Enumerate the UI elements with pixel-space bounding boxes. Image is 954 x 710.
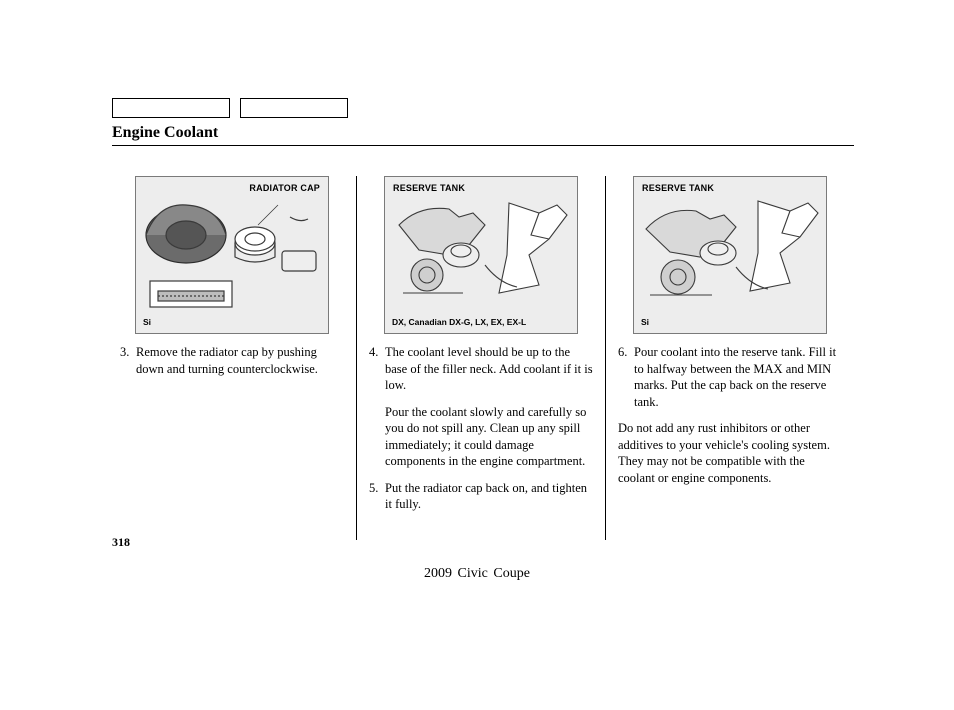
step-6: 6. Pour coolant into the reserve tank. F…	[618, 344, 842, 410]
column-3: RESERVE TANK Si	[605, 176, 854, 540]
step-4-paragraph: Pour the coolant slowly and carefully so…	[369, 404, 593, 470]
warning-paragraph: Do not add any rust inhibitors or other …	[618, 420, 842, 486]
figure-radiator-cap: RADIATOR CAP	[135, 176, 329, 334]
page-number: 318	[112, 535, 130, 550]
figure-variant: Si	[143, 317, 151, 328]
engine-illustration-icon	[140, 195, 326, 315]
step-text: Pour coolant into the reserve tank. Fill…	[634, 344, 842, 410]
header-placeholder-boxes	[112, 98, 348, 118]
figure-variant: DX, Canadian DX-G, LX, EX, EX-L	[392, 317, 526, 328]
figure-variant: Si	[641, 317, 649, 328]
content-columns: RADIATOR CAP	[108, 176, 854, 540]
footer-vehicle-title: 2009 Civic Coupe	[0, 566, 954, 582]
step-number: 4.	[369, 344, 385, 394]
step-4: 4. The coolant level should be up to the…	[369, 344, 593, 394]
step-text: The coolant level should be up to the ba…	[385, 344, 593, 394]
step-3: 3. Remove the radiator cap by pushing do…	[120, 344, 344, 377]
figure-label: RESERVE TANK	[393, 183, 465, 195]
reserve-tank-illustration-icon	[389, 195, 575, 315]
section-title: Engine Coolant	[112, 124, 854, 146]
header-box-2	[240, 98, 348, 118]
figure-label: RADIATOR CAP	[249, 183, 320, 195]
column-2: RESERVE TANK DX, Canadian DX-G, LX,	[356, 176, 605, 540]
figure-label: RESERVE TANK	[642, 183, 714, 195]
column-1: RADIATOR CAP	[108, 176, 356, 540]
step-number: 6.	[618, 344, 634, 410]
manual-page: Engine Coolant RADIATOR CAP	[0, 0, 954, 710]
step-number: 5.	[369, 480, 385, 513]
figure-reserve-tank-a: RESERVE TANK DX, Canadian DX-G, LX,	[384, 176, 578, 334]
header-box-1	[112, 98, 230, 118]
step-5: 5. Put the radiator cap back on, and tig…	[369, 480, 593, 513]
step-number: 3.	[120, 344, 136, 377]
step-text: Remove the radiator cap by pushing down …	[136, 344, 344, 377]
figure-reserve-tank-b: RESERVE TANK Si	[633, 176, 827, 334]
reserve-tank-illustration-icon	[638, 195, 824, 315]
step-text: Put the radiator cap back on, and tighte…	[385, 480, 593, 513]
